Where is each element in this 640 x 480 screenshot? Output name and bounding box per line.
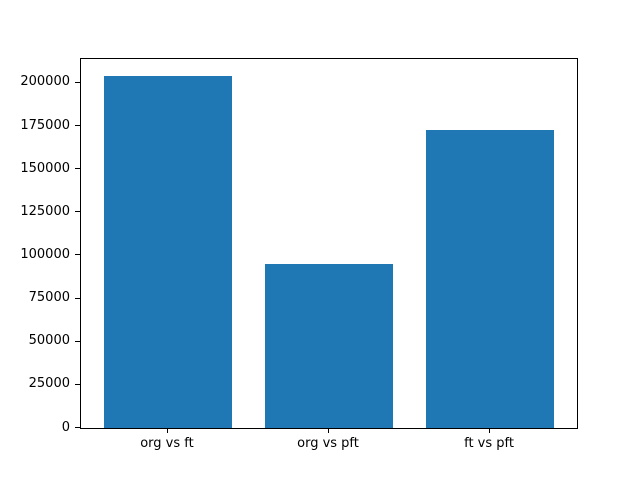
y-tick-label: 175000 xyxy=(20,117,70,133)
x-tick-mark xyxy=(328,428,329,433)
y-tick-mark xyxy=(75,427,80,428)
y-tick-mark xyxy=(75,297,80,299)
bar-org-vs-pft xyxy=(264,264,394,428)
y-tick-label: 100000 xyxy=(20,246,70,262)
y-tick-mark xyxy=(75,383,80,385)
bar-ft-vs-pft xyxy=(425,129,555,428)
y-tick-label: 50000 xyxy=(28,333,70,349)
y-tick-mark xyxy=(75,211,80,213)
y-tick-label: 200000 xyxy=(20,74,70,90)
plot-area xyxy=(80,57,578,429)
y-tick-mark xyxy=(75,168,80,170)
x-tick-label: org vs pft xyxy=(297,436,359,451)
y-tick-label: 125000 xyxy=(20,203,70,219)
y-tick-mark xyxy=(75,340,80,342)
y-tick-mark xyxy=(75,125,80,127)
bar-org-vs-ft xyxy=(103,76,233,428)
y-tick-mark xyxy=(75,254,80,256)
y-tick-label: 75000 xyxy=(28,290,70,306)
x-tick-label: org vs ft xyxy=(140,436,194,451)
x-tick-label: ft vs pft xyxy=(464,436,514,451)
x-tick-mark xyxy=(489,428,491,433)
y-tick-mark xyxy=(75,81,80,83)
y-tick-label: 25000 xyxy=(28,376,70,392)
y-tick-label: 150000 xyxy=(20,160,70,176)
x-tick-mark xyxy=(166,428,168,433)
y-tick-label: 0 xyxy=(61,419,70,435)
